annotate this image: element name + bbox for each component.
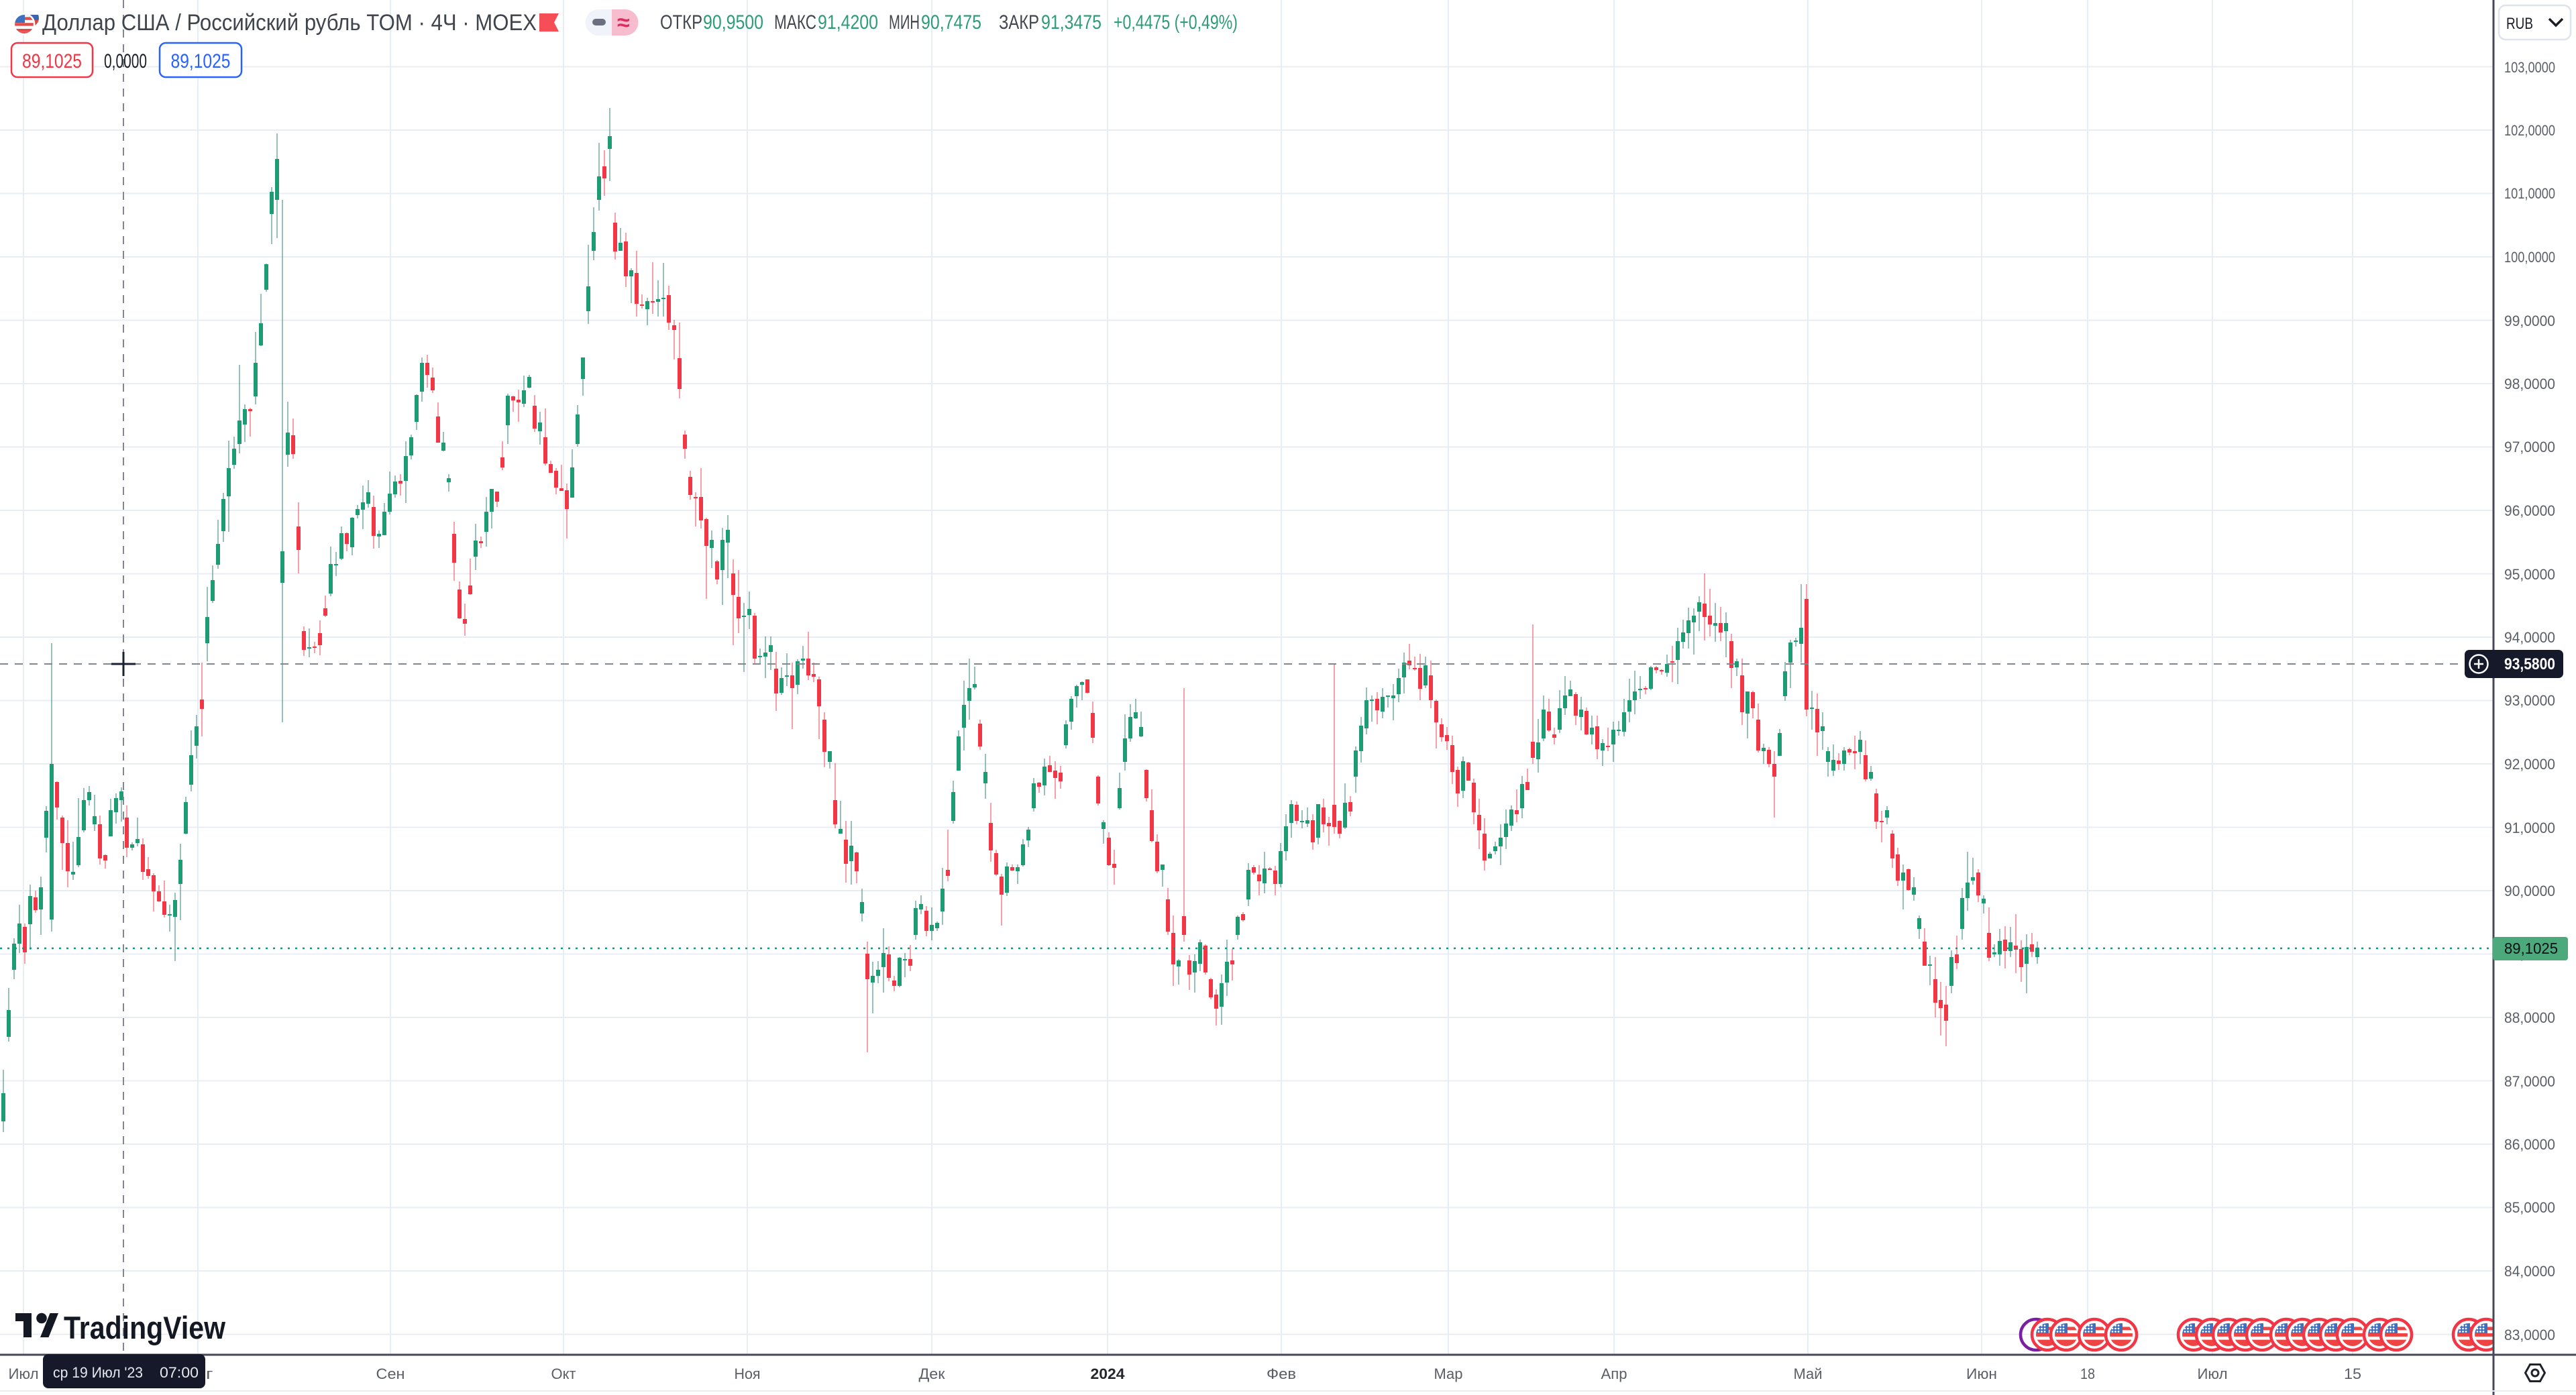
svg-text:103,0000: 103,0000 <box>2504 59 2555 76</box>
svg-text:ЗАКР: ЗАКР <box>999 11 1039 34</box>
svg-text:96,0000: 96,0000 <box>2504 502 2555 519</box>
svg-text:98,0000: 98,0000 <box>2504 376 2555 392</box>
svg-text:Окт: Окт <box>551 1365 576 1382</box>
svg-text:RUB: RUB <box>2506 15 2533 33</box>
svg-text:93,5800: 93,5800 <box>2504 655 2555 673</box>
svg-text:Ноя: Ноя <box>735 1365 761 1382</box>
svg-text:89,1025: 89,1025 <box>171 50 231 72</box>
svg-text:83,0000: 83,0000 <box>2504 1327 2555 1343</box>
svg-text:Сен: Сен <box>376 1365 405 1382</box>
svg-text:0,0000: 0,0000 <box>104 50 147 72</box>
svg-text:TradingView: TradingView <box>64 1310 225 1345</box>
svg-text:Июл: Июл <box>9 1365 39 1382</box>
svg-text:18: 18 <box>2080 1365 2095 1382</box>
svg-text:МАКС: МАКС <box>774 11 816 34</box>
svg-text:Доллар США / Российский рубль: Доллар США / Российский рубль TOM · 4Ч ·… <box>42 10 537 36</box>
svg-text:15: 15 <box>2344 1365 2361 1382</box>
svg-text:86,0000: 86,0000 <box>2504 1136 2555 1153</box>
svg-text:Июл: Июл <box>2198 1365 2228 1382</box>
svg-text:Май: Май <box>1794 1365 1823 1382</box>
svg-text:90,9500: 90,9500 <box>703 11 763 34</box>
svg-text:94,0000: 94,0000 <box>2504 629 2555 646</box>
svg-text:Июн: Июн <box>1966 1365 1997 1382</box>
svg-text:100,0000: 100,0000 <box>2504 249 2555 266</box>
svg-text:89,1025: 89,1025 <box>22 50 82 72</box>
svg-text:Мар: Мар <box>1434 1365 1463 1382</box>
svg-text:≈: ≈ <box>617 10 630 36</box>
svg-text:91,0000: 91,0000 <box>2504 820 2555 836</box>
svg-text:87,0000: 87,0000 <box>2504 1073 2555 1090</box>
svg-text:Фев: Фев <box>1267 1365 1296 1382</box>
svg-text:101,0000: 101,0000 <box>2504 185 2555 202</box>
svg-text:97,0000: 97,0000 <box>2504 439 2555 455</box>
svg-text:+0,4475 (+0,49%): +0,4475 (+0,49%) <box>1114 11 1238 34</box>
svg-text:85,0000: 85,0000 <box>2504 1199 2555 1216</box>
svg-text:90,0000: 90,0000 <box>2504 883 2555 899</box>
svg-text:99,0000: 99,0000 <box>2504 313 2555 329</box>
svg-text:84,0000: 84,0000 <box>2504 1263 2555 1280</box>
svg-text:90,7475: 90,7475 <box>921 11 981 34</box>
svg-text:2024: 2024 <box>1091 1365 1126 1382</box>
svg-text:МИН: МИН <box>889 11 920 34</box>
svg-text:ОТКР: ОТКР <box>660 11 702 34</box>
svg-text:91,3475: 91,3475 <box>1041 11 1102 34</box>
svg-text:Дек: Дек <box>919 1365 945 1382</box>
svg-text:Апр: Апр <box>1601 1365 1627 1382</box>
svg-text:88,0000: 88,0000 <box>2504 1009 2555 1026</box>
svg-text:89,1025: 89,1025 <box>2504 940 2558 957</box>
svg-text:102,0000: 102,0000 <box>2504 122 2555 139</box>
svg-text:ср 19 Июл '23: ср 19 Июл '23 <box>53 1364 143 1381</box>
svg-text:93,0000: 93,0000 <box>2504 692 2555 709</box>
svg-text:95,0000: 95,0000 <box>2504 566 2555 583</box>
svg-text:91,4200: 91,4200 <box>818 11 878 34</box>
svg-text:07:00: 07:00 <box>160 1364 199 1381</box>
svg-text:92,0000: 92,0000 <box>2504 756 2555 773</box>
